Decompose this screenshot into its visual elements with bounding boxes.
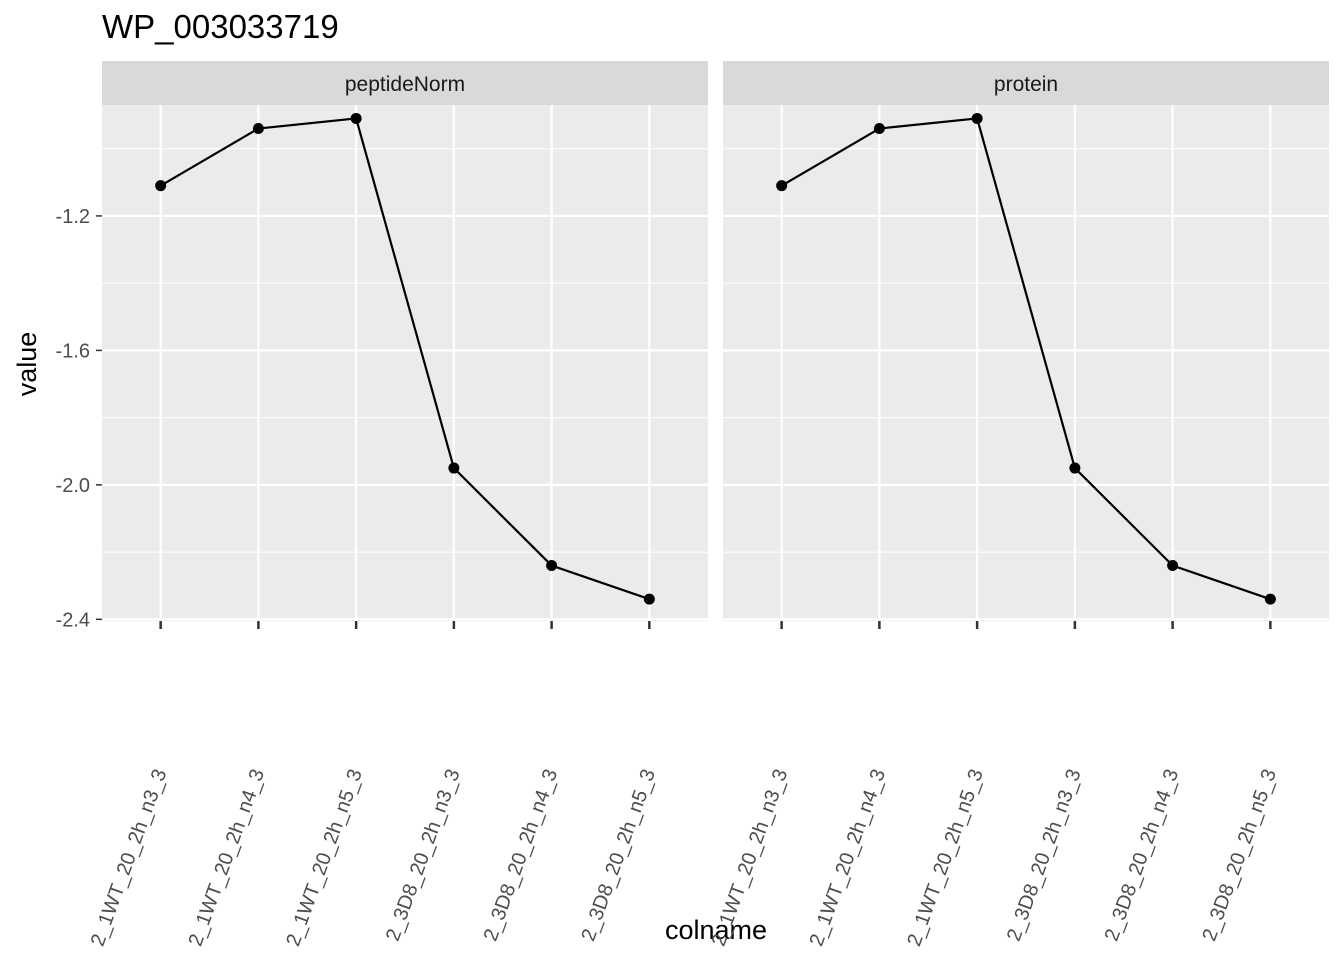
y-tick-label: -2.4 [56, 609, 90, 631]
data-point [1167, 560, 1179, 572]
data-point [350, 112, 362, 124]
x-tick-label: 2_1WT_20_2h_n4_3 [806, 766, 891, 949]
y-tick-label: -1.6 [56, 340, 90, 362]
x-tick-label: 2_1WT_20_2h_n3_3 [87, 766, 172, 949]
facet-strip-label: peptideNorm [345, 73, 465, 96]
y-tick-label: -1.2 [56, 206, 90, 228]
facet-strip [723, 61, 1329, 105]
x-tick-label: 2_3D8_20_2h_n4_3 [1101, 766, 1184, 944]
data-point [971, 112, 983, 124]
data-point [1069, 462, 1081, 474]
panel-background [723, 105, 1329, 621]
x-axis-title: colname [665, 915, 767, 945]
x-tick-label: 2_1WT_20_2h_n5_3 [903, 766, 988, 949]
data-point [776, 180, 788, 192]
y-tick-label: -2.0 [56, 475, 90, 497]
data-point [155, 180, 167, 192]
data-point [448, 462, 460, 474]
panel-background [102, 105, 708, 621]
data-point [546, 560, 558, 572]
data-point [252, 123, 264, 135]
data-point [873, 123, 885, 135]
y-axis: -1.2 -1.6 -2.0 -2.4 [56, 206, 102, 631]
x-tick-label: 2_1WT_20_2h_n4_3 [185, 766, 270, 949]
series-line [160, 117, 650, 601]
facet-strip [102, 61, 708, 105]
x-tick-label: 2_3D8_20_2h_n3_3 [382, 766, 465, 944]
x-tick-label: 2_1WT_20_2h_n5_3 [282, 766, 367, 949]
chart-title: WP_003033719 [102, 8, 339, 45]
x-tick-label: 2_3D8_20_2h_n5_3 [1198, 766, 1281, 944]
data-point [643, 593, 655, 605]
y-axis-title: value [12, 332, 42, 397]
series-line [781, 117, 1271, 601]
facet-strip-label: protein [994, 73, 1058, 96]
x-tick-label: 2_3D8_20_2h_n5_3 [577, 766, 660, 944]
x-tick-label: 2_3D8_20_2h_n4_3 [480, 766, 563, 944]
data-point [1264, 593, 1276, 605]
x-tick-label: 2_3D8_20_2h_n3_3 [1003, 766, 1086, 944]
